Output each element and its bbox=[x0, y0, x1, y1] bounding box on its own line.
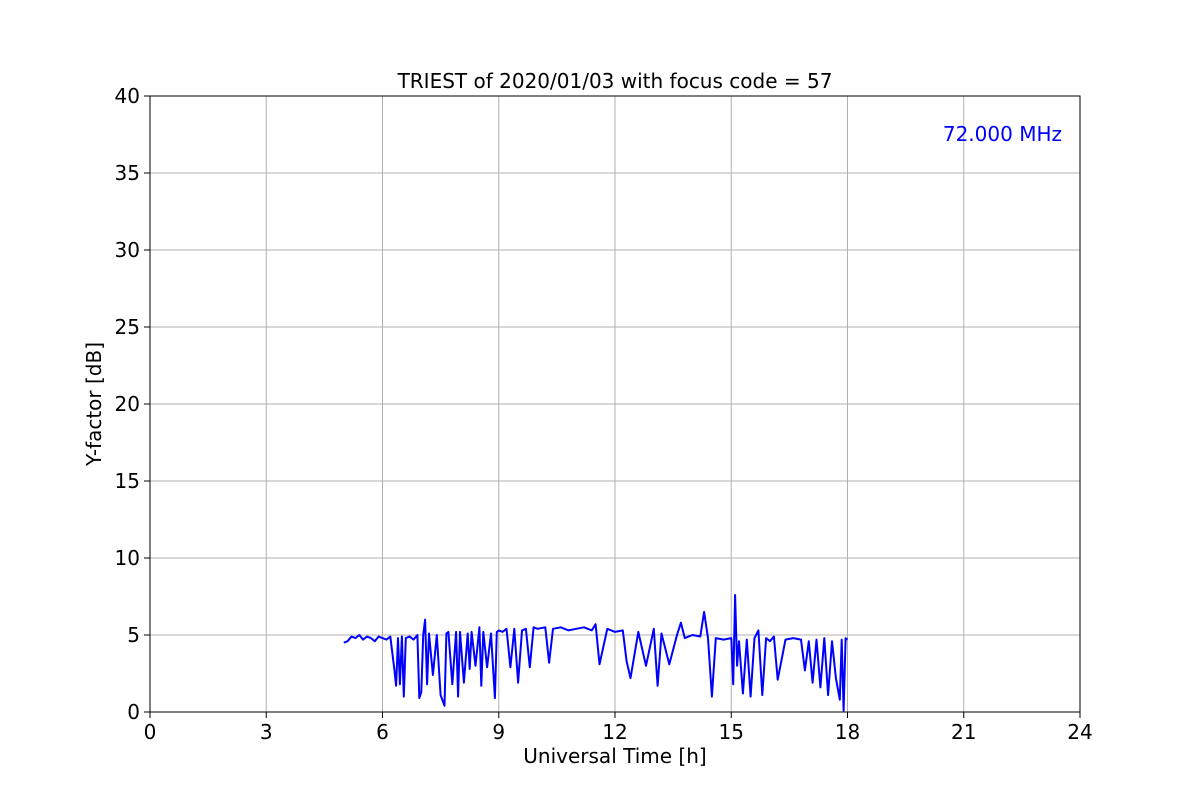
x-tick-label: 3 bbox=[260, 720, 273, 744]
y-tick-label: 25 bbox=[115, 315, 140, 339]
y-tick-label: 30 bbox=[115, 238, 140, 262]
x-tick-label: 18 bbox=[835, 720, 860, 744]
x-tick-label: 0 bbox=[144, 720, 157, 744]
ticks: 0 3 6 9 12 15 18 21 24 0 5 10 15 20 25 30 35 40 bbox=[115, 84, 1093, 744]
x-tick-label: 15 bbox=[719, 720, 744, 744]
x-tick-label: 24 bbox=[1067, 720, 1092, 744]
y-tick-label: 0 bbox=[127, 700, 140, 724]
plot-area bbox=[343, 594, 849, 712]
y-tick-label: 5 bbox=[127, 623, 140, 647]
series-line bbox=[343, 594, 849, 712]
y-tick-label: 10 bbox=[115, 546, 140, 570]
grid bbox=[149, 95, 1081, 713]
chart-title: TRIEST of 2020/01/03 with focus code = 5… bbox=[397, 69, 833, 93]
x-tick-label: 21 bbox=[951, 720, 976, 744]
x-tick-label: 9 bbox=[492, 720, 505, 744]
y-tick-label: 40 bbox=[115, 84, 140, 108]
x-axis-label: Universal Time [h] bbox=[523, 744, 706, 768]
y-tick-label: 15 bbox=[115, 469, 140, 493]
y-axis-label: Y-factor [dB] bbox=[82, 342, 106, 467]
y-tick-label: 35 bbox=[115, 161, 140, 185]
frequency-annotation: 72.000 MHz bbox=[943, 122, 1062, 146]
y-tick-label: 20 bbox=[115, 392, 140, 416]
x-tick-label: 12 bbox=[602, 720, 627, 744]
x-tick-label: 6 bbox=[376, 720, 389, 744]
